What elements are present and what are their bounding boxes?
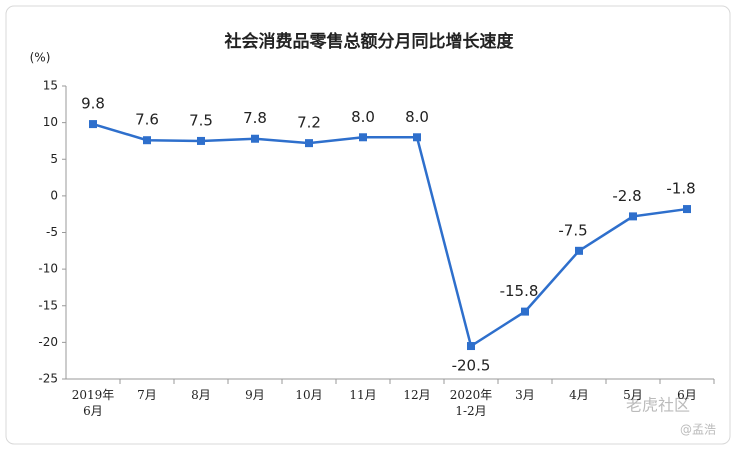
credit: @孟浩 — [680, 423, 716, 437]
data-label: -15.8 — [500, 282, 539, 300]
x-tick-label: 7月 — [137, 388, 157, 402]
marker — [521, 307, 529, 316]
line — [92, 122, 688, 349]
y-tick-label: 0 — [50, 188, 58, 202]
data-label: -20.5 — [452, 357, 491, 375]
y-tick-label: -15 — [38, 298, 58, 312]
marker — [467, 342, 475, 351]
chart-title: 社会消费品零售总额分月同比增长速度 — [224, 31, 515, 52]
x-tick-label: 12月 — [403, 388, 431, 402]
panel — [5, 5, 731, 445]
data-label: 7.2 — [297, 114, 321, 132]
x-tick-label: 3月 — [515, 388, 535, 402]
y-tick-label: -20 — [38, 335, 58, 349]
x-tick-label: 10月 — [295, 388, 323, 402]
marker — [89, 120, 97, 129]
marker — [251, 134, 259, 143]
x-tick-label: 8月 — [191, 388, 211, 402]
marker — [413, 133, 421, 142]
marker — [197, 136, 205, 145]
x-tick-label: 5月 — [623, 388, 643, 402]
y-tick-label: 15 — [43, 79, 58, 93]
data-label: 8.0 — [405, 108, 429, 126]
data-label: 9.8 — [81, 95, 105, 113]
y-tick-label: -5 — [46, 225, 58, 239]
data-label: 7.8 — [243, 109, 267, 127]
x-tick-label: 2019年 6月 — [71, 388, 115, 418]
y-tick-label: -25 — [38, 372, 58, 386]
marker — [683, 205, 691, 214]
y-tick-label: -10 — [38, 262, 58, 276]
marker — [305, 139, 313, 148]
data-label: 7.5 — [189, 111, 213, 129]
x-tick-label: 6月 — [677, 388, 697, 402]
y-tick-label: 5 — [50, 152, 58, 166]
x-tick-label: 11月 — [349, 388, 377, 402]
data-label: -7.5 — [558, 221, 587, 239]
data-label: 8.0 — [351, 108, 375, 126]
data-label: -2.8 — [612, 187, 641, 205]
x-tick-label: 2020年 1-2月 — [449, 388, 493, 418]
x-tick-label: 9月 — [245, 388, 265, 402]
data-label: 7.6 — [135, 111, 159, 129]
marker — [575, 246, 583, 255]
x-tick-label: 4月 — [569, 388, 589, 402]
data-label: -1.8 — [666, 180, 695, 198]
y-axis-label: (%) — [30, 51, 51, 65]
watermark: 老虎社区 — [626, 396, 690, 415]
marker — [359, 133, 367, 142]
marker — [629, 212, 637, 221]
marker — [143, 136, 151, 145]
y-tick-label: 10 — [43, 115, 58, 129]
